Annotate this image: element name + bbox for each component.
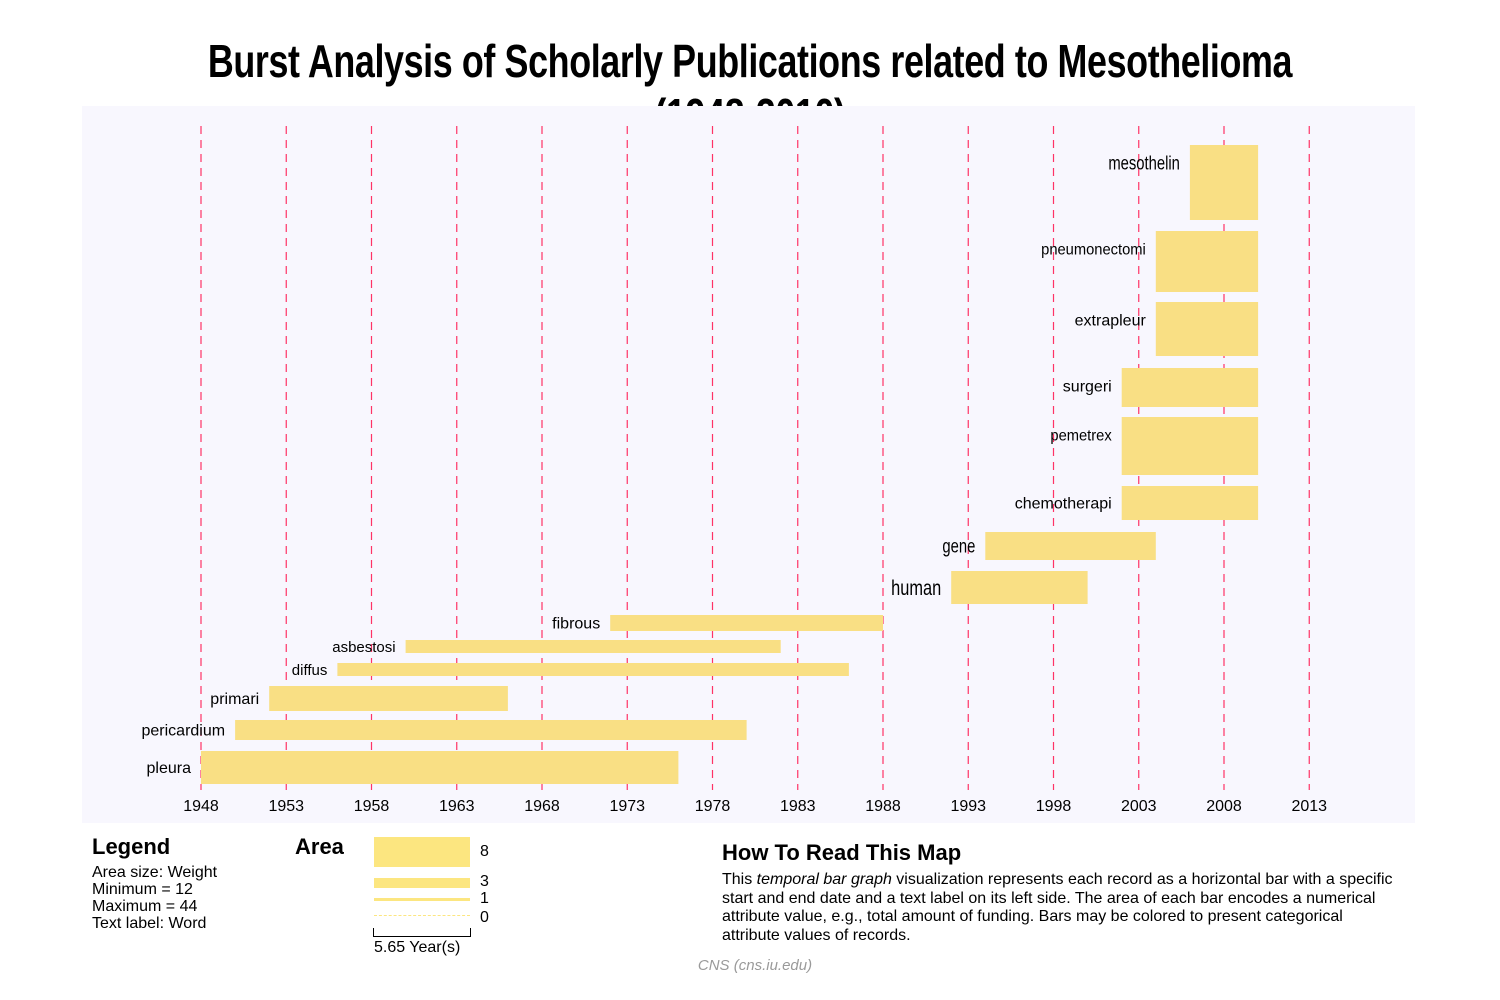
legend-title: Legend (92, 834, 171, 859)
burst-label-diffus: diffus (292, 662, 328, 679)
area-value-1: 1 (480, 890, 489, 907)
x-tick-label: 1958 (354, 798, 390, 815)
x-tick-label: 1968 (524, 798, 560, 815)
x-tick-label: 1983 (780, 798, 816, 815)
burst-label-chemotherapi: chemotherapi (1015, 496, 1112, 513)
how-to-text-start: This (722, 871, 757, 888)
burst-bar-surgeri (1121, 368, 1259, 407)
x-tick-label: 2008 (1206, 798, 1242, 815)
credit-text: CNS (cns.iu.edu) (697, 957, 813, 974)
how-to-text-rest: visualization represents each record as … (722, 871, 1393, 944)
legend-maximum: Maximum = 44 (92, 898, 198, 915)
burst-label-mesothelin: mesothelin (1108, 153, 1180, 174)
x-tick-label: 1993 (950, 798, 986, 815)
area-sample-1 (374, 898, 470, 901)
time-scale-label: 5.65 Year(s) (374, 939, 461, 956)
burst-label-human: human (891, 576, 941, 599)
burst-bar-asbestosi (405, 640, 781, 653)
burst-bar-chemotherapi (1121, 486, 1259, 520)
burst-bar-human (951, 571, 1088, 604)
area-value-8: 8 (480, 843, 489, 860)
x-tick-label: 1963 (439, 798, 475, 815)
how-to-read-title: How To Read This Map (722, 840, 962, 865)
burst-label-extrapleur: extrapleur (1075, 313, 1147, 330)
area-legend-title: Area (295, 834, 344, 859)
burst-bar-diffus (337, 663, 849, 676)
legend-area-size: Area size: Weight (92, 864, 218, 881)
x-tick-label: 1953 (268, 798, 304, 815)
area-sample-0 (374, 915, 470, 916)
legend-text: Area size: Weight Minimum = 12 Maximum =… (92, 864, 217, 932)
burst-label-primari: primari (210, 691, 259, 708)
x-tick-label: 1978 (695, 798, 731, 815)
time-scale-bracket (373, 928, 471, 937)
burst-bar-gene (985, 532, 1156, 560)
legend-minimum: Minimum = 12 (92, 881, 193, 898)
burst-label-gene: gene (942, 536, 975, 557)
area-value-0: 0 (480, 909, 489, 926)
burst-label-pericardium: pericardium (142, 723, 226, 740)
burst-label-surgeri: surgeri (1063, 379, 1112, 396)
x-tick-label: 2013 (1291, 798, 1327, 815)
x-tick-label: 1948 (183, 798, 219, 815)
x-tick-label: 1988 (865, 798, 901, 815)
x-tick-label: 1998 (1036, 798, 1072, 815)
burst-bar-mesothelin (1189, 145, 1259, 220)
area-sample-8 (374, 837, 470, 867)
burst-label-pemetrex: pemetrex (1050, 427, 1112, 445)
area-sample-3 (374, 878, 470, 888)
x-tick-label: 2003 (1121, 798, 1157, 815)
burst-label-pneumonectomi: pneumonectomi (1041, 241, 1146, 259)
burst-bar-primari (269, 686, 508, 711)
burst-bar-pneumonectomi (1155, 231, 1259, 292)
x-tick-label: 1973 (609, 798, 645, 815)
area-value-3: 3 (480, 873, 489, 890)
burst-bar-pleura (201, 751, 679, 784)
legend-text-label: Text label: Word (92, 915, 207, 932)
burst-label-fibrous: fibrous (552, 616, 600, 633)
burst-bar-extrapleur (1155, 302, 1259, 356)
how-to-text-italic: temporal bar graph (756, 871, 892, 888)
how-to-read-text: This temporal bar graph visualization re… (722, 871, 1402, 945)
burst-bar-fibrous (610, 615, 883, 631)
burst-bar-pemetrex (1121, 417, 1259, 475)
burst-label-pleura: pleura (147, 760, 192, 777)
burst-bar-pericardium (235, 720, 747, 740)
burst-label-asbestosi: asbestosi (332, 639, 395, 656)
